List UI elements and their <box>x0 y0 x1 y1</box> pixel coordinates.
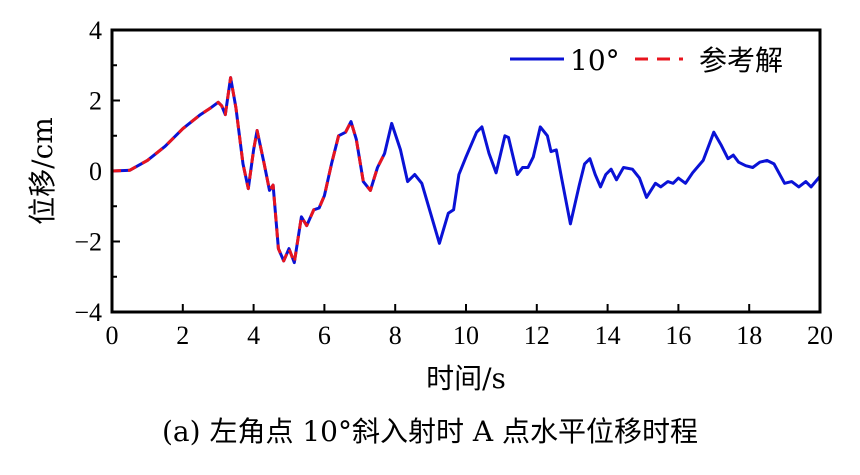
series-line-reference <box>111 76 386 265</box>
y-tick-label: 2 <box>89 87 102 116</box>
x-tick-label: 16 <box>665 321 691 350</box>
y-tick-label: 4 <box>89 16 102 45</box>
x-tick-label: 20 <box>807 321 833 350</box>
x-tick-label: 14 <box>595 321 621 350</box>
x-tick-label: 8 <box>389 321 402 350</box>
x-tick-label: 18 <box>736 321 762 350</box>
legend-label-reference: 参考解 <box>699 44 783 77</box>
x-axis-label: 时间/s <box>426 362 506 395</box>
x-tick-label: 12 <box>524 321 550 350</box>
y-tick-label: −2 <box>74 228 102 257</box>
y-tick-label: 0 <box>89 157 102 186</box>
y-axis-label: 位移/cm <box>26 117 59 225</box>
y-tick-label: −4 <box>74 298 102 327</box>
x-tick-label: 6 <box>318 321 331 350</box>
x-tick-label: 4 <box>247 321 260 350</box>
x-tick-label: 0 <box>106 321 119 350</box>
legend-label-10deg: 10° <box>570 44 620 77</box>
x-tick-label: 2 <box>176 321 189 350</box>
series-line-10deg <box>111 76 822 265</box>
legend: 10° 参考解 <box>510 44 783 77</box>
x-tick-label: 10 <box>453 321 479 350</box>
plot-frame <box>110 28 822 314</box>
figure-caption: (a) 左角点 10°斜入射时 A 点水平位移时程 <box>162 415 698 448</box>
